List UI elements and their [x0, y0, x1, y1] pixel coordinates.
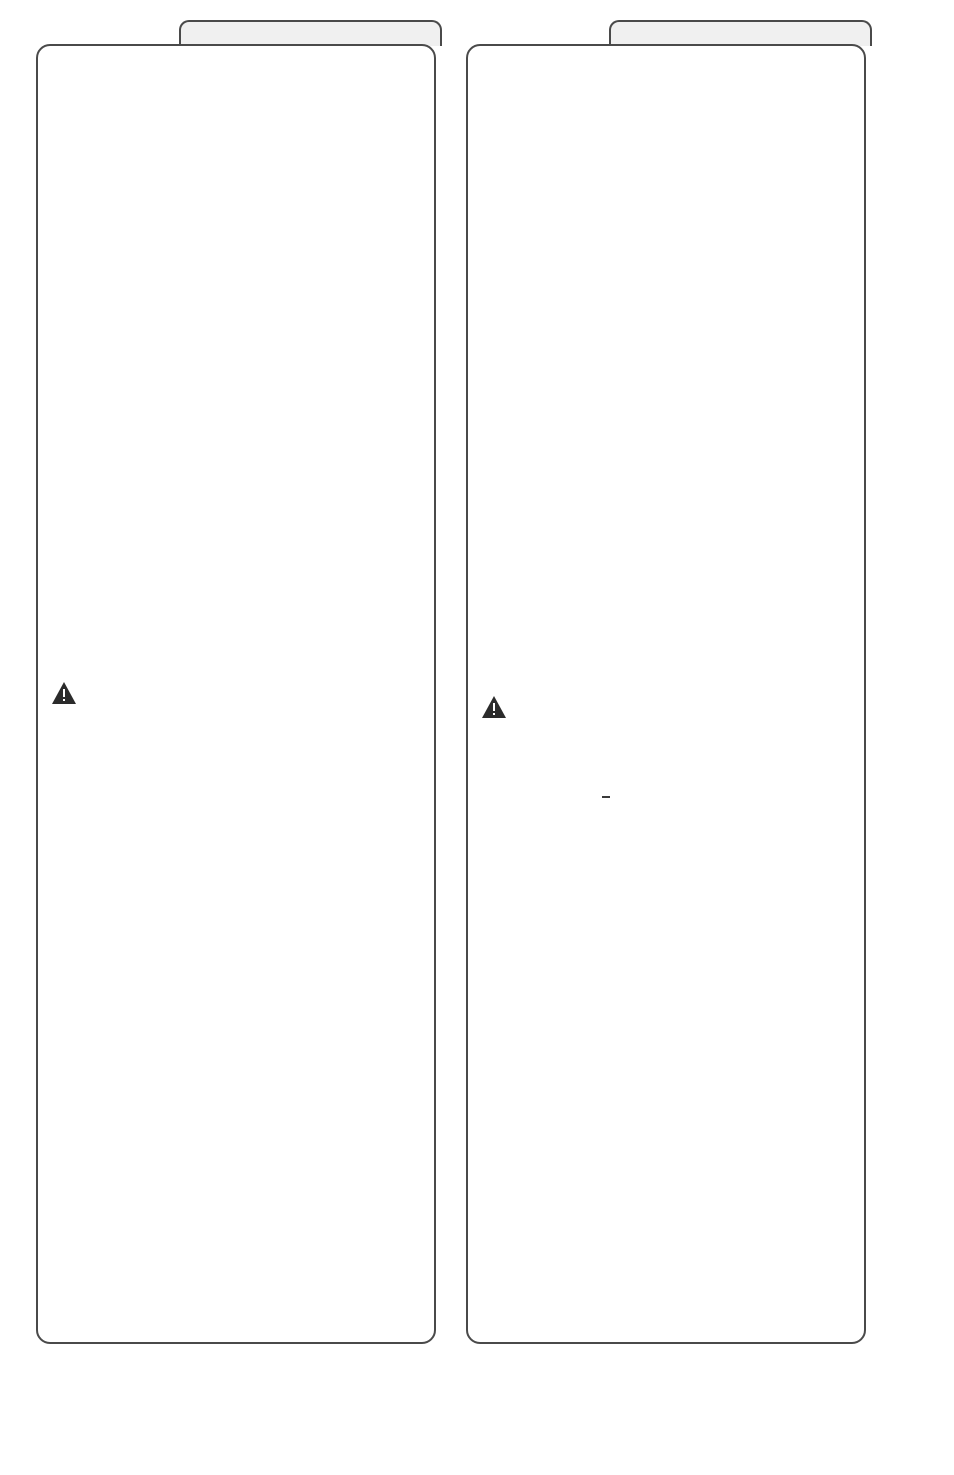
dash-mark: [602, 796, 610, 798]
right-panel: [466, 44, 866, 1344]
right-tab: [609, 20, 872, 46]
left-tab: [179, 20, 442, 46]
warning-triangle-icon: [482, 696, 506, 718]
warning-triangle-icon: [52, 682, 76, 704]
page-root: [0, 0, 954, 1475]
left-panel: [36, 44, 436, 1344]
